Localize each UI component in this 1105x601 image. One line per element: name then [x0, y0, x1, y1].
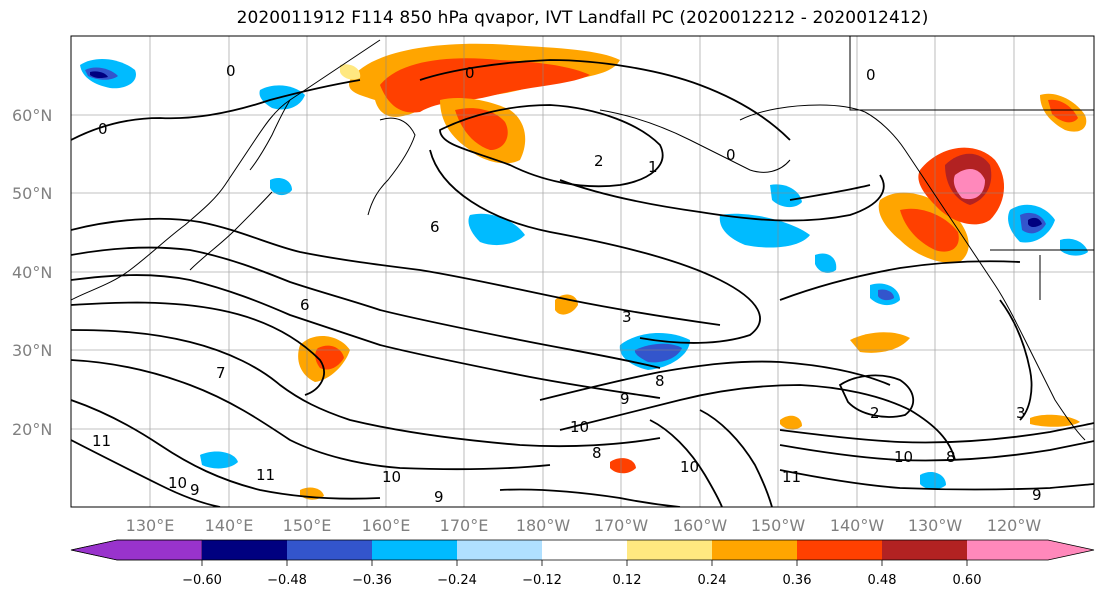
colorbar-tick-label: −0.48 — [267, 573, 307, 588]
negative-anomaly-shading — [80, 58, 1088, 490]
map-frame — [70, 35, 1095, 508]
lon-label: 120°W — [987, 516, 1042, 535]
contours — [71, 59, 1094, 507]
colorbar-segment — [372, 540, 457, 560]
contour-label: 10 — [570, 418, 589, 436]
contour-label: 3 — [1016, 404, 1026, 422]
contour-label: 6 — [430, 218, 440, 236]
colorbar-tick-label: 0.36 — [783, 573, 812, 588]
colorbar-segment — [627, 540, 712, 560]
lon-label: 150°E — [283, 516, 332, 535]
contour-label: 8 — [592, 444, 602, 462]
contour-label: 1 — [648, 158, 658, 176]
contour-label: 10 — [382, 468, 401, 486]
contour-label: 7 — [216, 364, 226, 382]
colorbar-segment — [882, 540, 967, 560]
colorbar-tick-label: −0.24 — [437, 573, 477, 588]
contour-label: 9 — [434, 488, 444, 506]
colorbar-segment — [457, 540, 542, 560]
map-plot-area: 0 0 0 0 0 1 2 2 3 3 6 7 8 8 8 9 9 9 9 10… — [71, 36, 1094, 507]
colorbar-segment — [542, 540, 627, 560]
contour-label: 10 — [168, 474, 187, 492]
colorbar-outline — [70, 539, 1095, 561]
colorbar-tick-label: 0.48 — [868, 573, 897, 588]
lon-label: 170°W — [594, 516, 649, 535]
map-title: 2020011912 F114 850 hPa qvapor, IVT Land… — [236, 8, 929, 28]
colorbar-segment — [202, 540, 287, 560]
colorbar-tick-label: 0.24 — [698, 573, 727, 588]
contour-label: 0 — [226, 62, 236, 80]
contour-label: 10 — [894, 448, 913, 466]
contour-label: 6 — [300, 296, 310, 314]
colorbar-segment — [712, 540, 797, 560]
contour-label: 0 — [726, 146, 736, 164]
contour-label: 2 — [594, 152, 604, 170]
lat-label-20n: 20°N — [12, 420, 52, 439]
colorbar: −0.60 −0.48 −0.36 −0.24 −0.12 0.12 0.24 … — [70, 539, 1095, 588]
colorbar-tick-label: −0.60 — [182, 573, 222, 588]
lat-label-60n: 60°N — [12, 106, 52, 125]
coastlines — [71, 36, 1094, 441]
contour-label: 8 — [946, 448, 956, 466]
contour-label: 0 — [465, 64, 475, 82]
contour-label: 11 — [782, 468, 801, 486]
contour-label: 10 — [680, 458, 699, 476]
lon-label: 140°E — [205, 516, 254, 535]
contour-label: 9 — [190, 481, 200, 499]
colorbar-tick-label: −0.12 — [522, 573, 562, 588]
lat-label-50n: 50°N — [12, 184, 52, 203]
lat-label-40n: 40°N — [12, 263, 52, 282]
contour-label: 9 — [1032, 486, 1042, 504]
lon-label: 180°W — [516, 516, 571, 535]
positive-anomaly-shading — [298, 43, 1087, 500]
contour-label: 0 — [98, 120, 108, 138]
contour-label: 9 — [620, 390, 630, 408]
lat-label-30n: 30°N — [12, 341, 52, 360]
longitude-labels: 130°E 140°E 150°E 160°E 170°E 180°W 170°… — [126, 516, 1042, 535]
lon-label: 160°E — [362, 516, 411, 535]
contour-label: 11 — [92, 432, 111, 450]
lon-label: 130°W — [908, 516, 963, 535]
contour-label: 0 — [866, 66, 876, 84]
colorbar-segment — [967, 540, 1094, 560]
colorbar-segment — [797, 540, 882, 560]
colorbar-segment — [287, 540, 372, 560]
contour-label: 8 — [655, 372, 665, 390]
lon-label: 130°E — [126, 516, 175, 535]
colorbar-tick-label: 0.60 — [953, 573, 982, 588]
contour-label: 2 — [870, 404, 880, 422]
contour-label: 3 — [622, 308, 632, 326]
colorbar-tick-label: 0.12 — [613, 573, 642, 588]
colorbar-tick-label: −0.36 — [352, 573, 392, 588]
contour-label: 11 — [256, 466, 275, 484]
contour-label-group: 0 0 0 0 0 1 2 2 3 3 6 7 8 8 8 9 9 9 9 10… — [92, 62, 1042, 506]
lon-label: 160°W — [673, 516, 728, 535]
latitude-labels: 60°N 50°N 40°N 30°N 20°N — [12, 106, 52, 439]
lon-label: 150°W — [751, 516, 806, 535]
gridlines — [71, 36, 1094, 507]
lon-label: 170°E — [440, 516, 489, 535]
colorbar-segment — [70, 539, 203, 561]
lon-label: 140°W — [830, 516, 885, 535]
